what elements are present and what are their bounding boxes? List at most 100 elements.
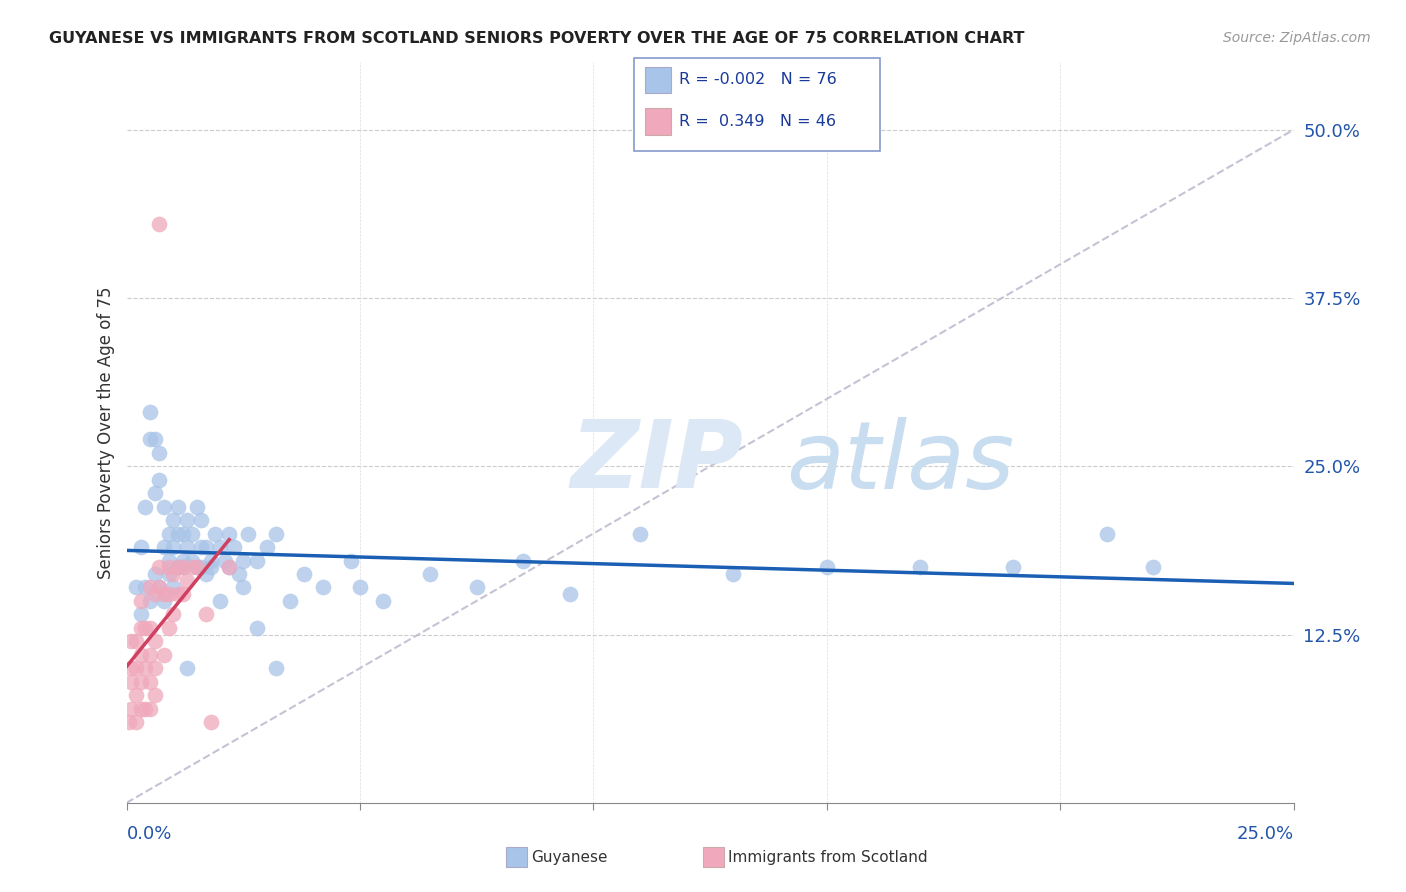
Point — [194, 540, 217, 554]
Point — [148, 581, 170, 595]
Point — [815, 560, 838, 574]
Text: Source: ZipAtlas.com: Source: ZipAtlas.com — [1223, 31, 1371, 45]
Point — [190, 513, 212, 527]
Text: Guyanese: Guyanese — [531, 850, 607, 864]
Point — [222, 540, 245, 554]
Point — [120, 701, 142, 715]
Point — [120, 674, 142, 689]
Point — [1095, 526, 1118, 541]
Point — [419, 566, 441, 581]
Point — [278, 594, 301, 608]
Point — [190, 560, 212, 574]
Point — [349, 581, 371, 595]
Point — [153, 648, 176, 662]
Point — [139, 701, 162, 715]
Point — [153, 540, 176, 554]
Point — [264, 526, 287, 541]
Point — [139, 648, 162, 662]
Point — [162, 581, 184, 595]
Point — [162, 513, 184, 527]
Point — [118, 714, 141, 729]
Point — [153, 587, 176, 601]
Point — [176, 513, 198, 527]
Point — [157, 553, 180, 567]
Point — [148, 446, 170, 460]
Point — [172, 560, 194, 574]
Point — [908, 560, 931, 574]
Point — [162, 540, 184, 554]
Point — [143, 634, 166, 648]
Point — [143, 587, 166, 601]
Point — [558, 587, 581, 601]
Point — [134, 500, 156, 514]
Point — [143, 661, 166, 675]
Point — [125, 661, 148, 675]
Point — [186, 560, 208, 574]
Point — [134, 581, 156, 595]
Text: 25.0%: 25.0% — [1236, 825, 1294, 843]
Point — [129, 607, 152, 622]
Text: atlas: atlas — [786, 417, 1014, 508]
Point — [167, 526, 190, 541]
Point — [246, 553, 269, 567]
Point — [157, 587, 180, 601]
Point — [148, 217, 170, 231]
Point — [129, 540, 152, 554]
Point — [208, 540, 231, 554]
Point — [172, 587, 194, 601]
Point — [200, 553, 222, 567]
Point — [228, 566, 250, 581]
Point — [256, 540, 278, 554]
Point — [143, 486, 166, 500]
Point — [311, 581, 333, 595]
Point — [167, 500, 190, 514]
Point — [1142, 560, 1164, 574]
Point — [157, 621, 180, 635]
Text: R = -0.002   N = 76: R = -0.002 N = 76 — [679, 72, 837, 87]
Point — [157, 566, 180, 581]
Point — [153, 594, 176, 608]
Point — [129, 648, 152, 662]
Point — [292, 566, 315, 581]
Point — [139, 594, 162, 608]
Point — [167, 560, 190, 574]
Point — [139, 621, 162, 635]
Point — [134, 701, 156, 715]
Point — [218, 526, 240, 541]
Point — [465, 581, 488, 595]
Point — [214, 553, 236, 567]
Point — [120, 634, 142, 648]
Point — [125, 714, 148, 729]
Point — [194, 566, 217, 581]
Point — [125, 634, 148, 648]
Text: R =  0.349   N = 46: R = 0.349 N = 46 — [679, 114, 837, 129]
Point — [339, 553, 361, 567]
Point — [143, 688, 166, 702]
Point — [200, 560, 222, 574]
Point — [120, 661, 142, 675]
Point — [190, 540, 212, 554]
Point — [218, 560, 240, 574]
Point — [167, 560, 190, 574]
Point — [218, 560, 240, 574]
Point — [264, 661, 287, 675]
Point — [180, 526, 202, 541]
Point — [143, 433, 166, 447]
Point — [176, 540, 198, 554]
Text: 0.0%: 0.0% — [127, 825, 172, 843]
Point — [186, 560, 208, 574]
Text: ZIP: ZIP — [569, 417, 742, 508]
Point — [512, 553, 534, 567]
Point — [125, 581, 148, 595]
Point — [129, 701, 152, 715]
Point — [232, 553, 254, 567]
Point — [176, 661, 198, 675]
Point — [157, 560, 180, 574]
Point — [167, 587, 190, 601]
Point — [139, 674, 162, 689]
Point — [176, 574, 198, 588]
Point — [180, 560, 202, 574]
Point — [180, 553, 202, 567]
Point — [139, 581, 162, 595]
Point — [134, 661, 156, 675]
